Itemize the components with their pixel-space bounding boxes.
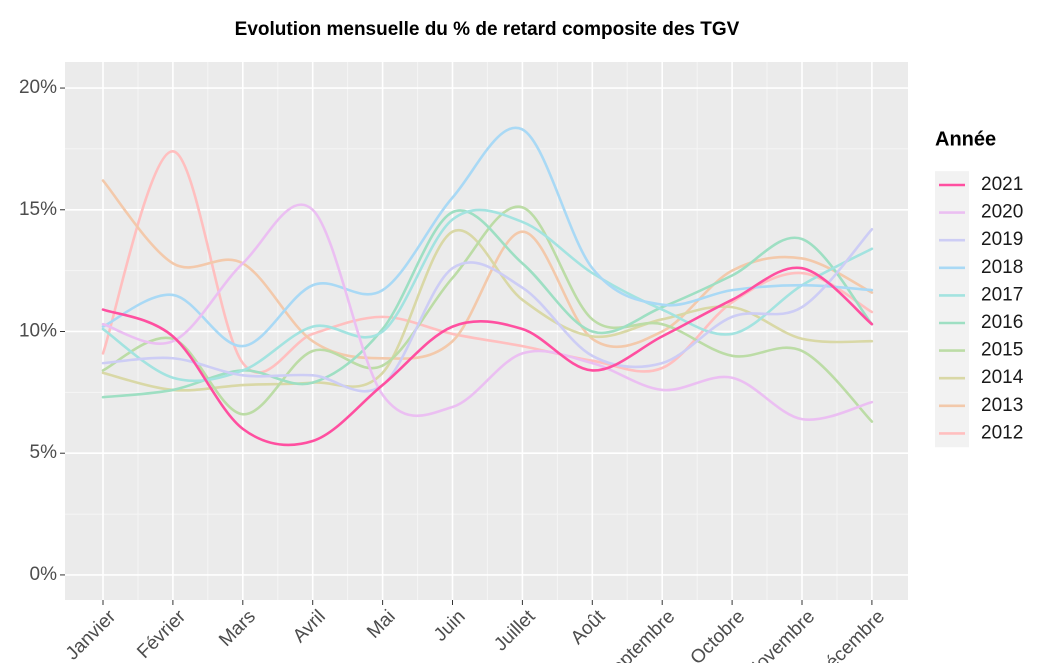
series-line [101,228,874,392]
series-line [101,179,874,360]
series-line [101,266,874,447]
x-tick-label: Juin [430,606,469,645]
x-tick-label: Novembre [742,606,819,663]
x-tick-label: Août [567,606,610,649]
legend-label: 2016 [981,312,1023,333]
y-tick-label: 20% [19,77,57,98]
legend-label: 2014 [981,367,1024,388]
y-tick-label: 0% [30,564,58,585]
x-tick-label: Juillet [490,606,540,656]
y-tick-label: 15% [19,199,57,220]
series-line [101,203,874,421]
x-tick-label: Janvier [62,606,121,663]
x-tick-label: Février [133,606,190,663]
legend-key-bg [935,171,969,448]
x-tick-label: Décembre [812,606,889,663]
x-tick-label: Octobre [687,606,750,663]
series-line [101,205,874,423]
legend-title: Année [935,128,996,150]
series-line [101,150,874,374]
legend-label: 2021 [981,174,1023,195]
chart-title: Evolution mensuelle du % de retard compo… [235,19,740,40]
series-line [101,227,874,393]
x-tick-label: Septembre [599,606,680,663]
series-line [101,208,874,383]
x-tick-label: Avril [289,606,330,647]
x-tick-label: Mai [363,606,400,643]
lines [101,126,874,447]
x-tick-label: Mars [215,606,260,651]
legend-label: 2019 [981,229,1023,250]
legend-label: 2018 [981,257,1023,278]
legend-label: 2020 [981,202,1023,223]
series-line [101,126,874,348]
legend-label: 2017 [981,284,1023,305]
y-tick-label: 10% [19,321,57,342]
legend-label: 2013 [981,395,1023,416]
y-tick-label: 5% [30,442,58,463]
legend-label: 2015 [981,340,1023,361]
legend-label: 2012 [981,422,1023,443]
